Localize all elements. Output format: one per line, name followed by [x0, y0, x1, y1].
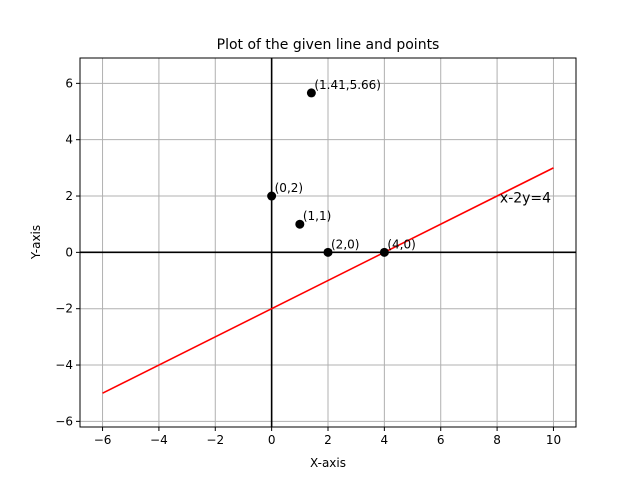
- series-line: [102, 167, 554, 394]
- plot-content: x-2y=4 (1.41,5.66) (0,2)(1,1)(2,0) (4,0): [80, 58, 576, 427]
- x-tick-label: 0: [268, 433, 276, 447]
- y-axis-label: Y-axis: [29, 225, 43, 260]
- y-tick-label: 2: [65, 189, 73, 203]
- data-point: [295, 219, 305, 229]
- y-tick-label: 4: [65, 133, 73, 147]
- x-tick-label: 4: [381, 433, 389, 447]
- data-point: [323, 247, 333, 257]
- x-tick-label: −4: [150, 433, 168, 447]
- y-tick-label: −4: [55, 358, 73, 372]
- x-tick-label: 2: [324, 433, 332, 447]
- point-label: (2,0): [331, 237, 359, 251]
- data-point: [267, 191, 277, 201]
- x-tick-label: −6: [94, 433, 112, 447]
- axis-ticks: −6 −4 −2 0 2 4 6 8 10 −6 −4 −2 0 2 4 6: [55, 76, 561, 447]
- point-label: (4,0): [387, 237, 415, 251]
- x-tick-label: 10: [546, 433, 561, 447]
- point-label: (1.41,5.66): [314, 78, 381, 92]
- x-tick-label: 8: [493, 433, 501, 447]
- point-label: (1,1): [303, 209, 331, 223]
- x-tick-label: 6: [437, 433, 445, 447]
- chart-title: Plot of the given line and points: [217, 37, 440, 53]
- line-equation-label: x-2y=4: [500, 190, 551, 206]
- x-tick-label: −2: [206, 433, 224, 447]
- y-tick-label: 0: [65, 245, 73, 259]
- x-axis-label: X-axis: [310, 456, 346, 470]
- point-label: (0,2): [275, 181, 303, 195]
- y-tick-label: −2: [55, 302, 73, 316]
- y-tick-label: −6: [55, 414, 73, 428]
- y-tick-label: 6: [65, 76, 73, 90]
- data-point: [306, 88, 316, 98]
- data-point: [379, 247, 389, 257]
